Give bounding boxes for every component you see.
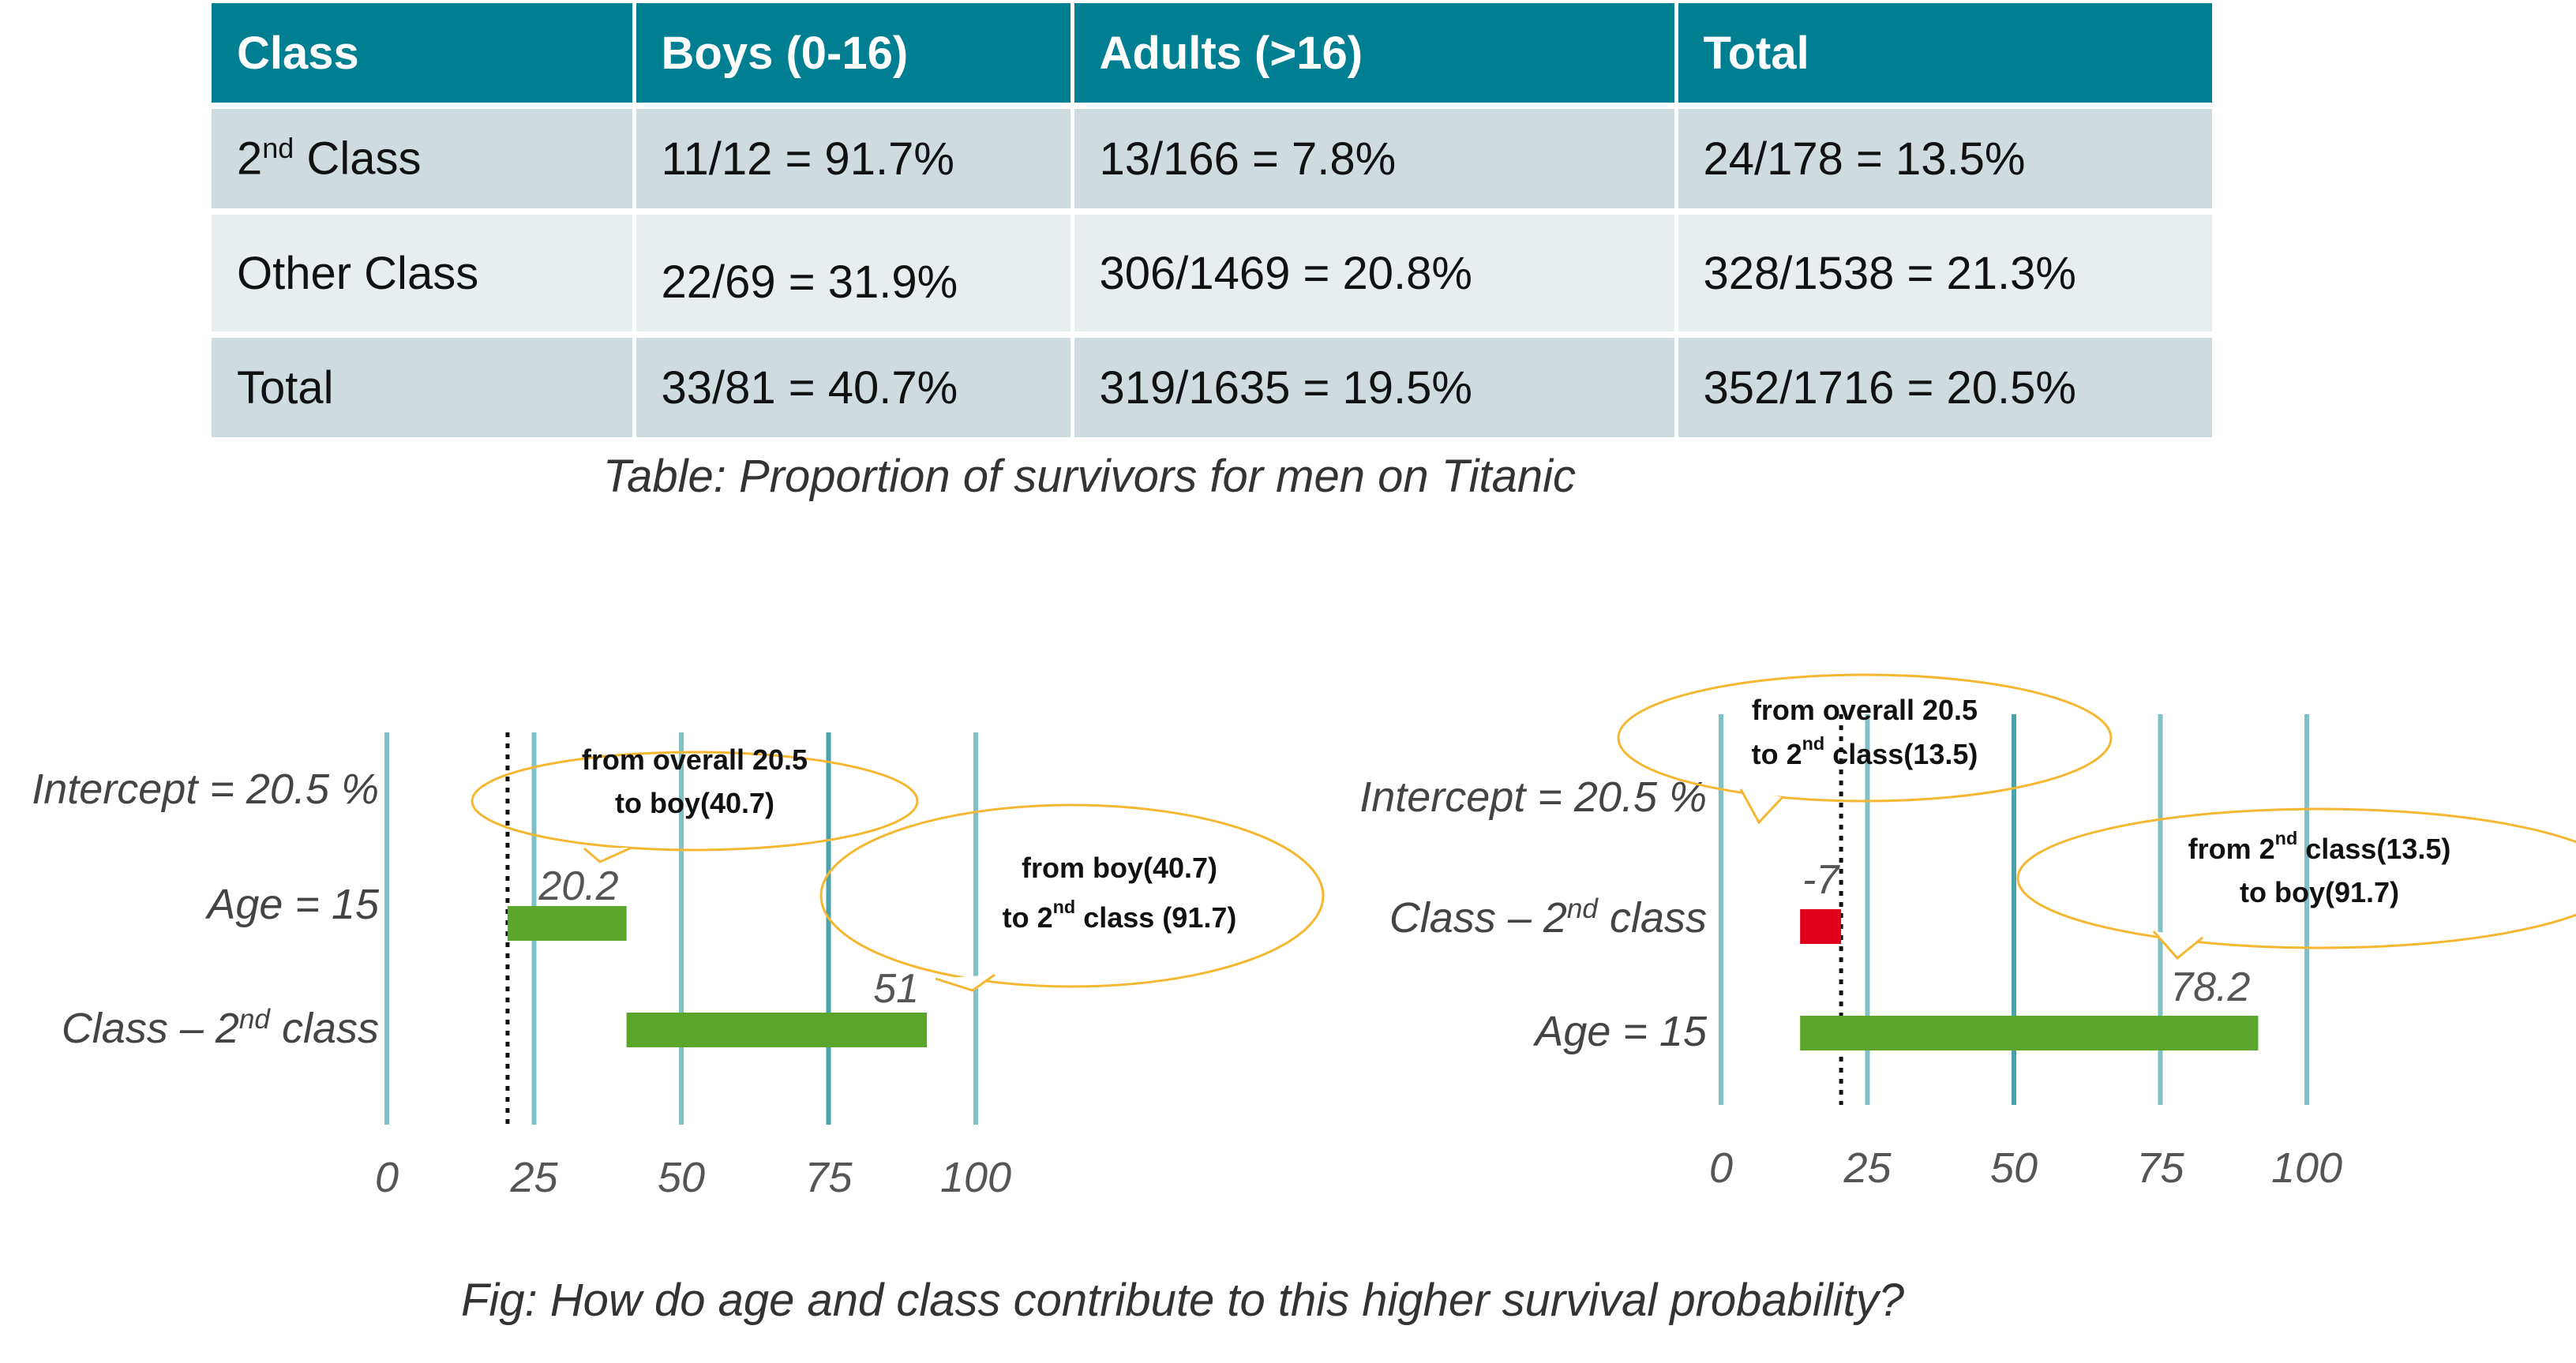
header-boys: Boys (0-16) xyxy=(634,3,1074,109)
cell-boys: 22/69 = 31.9% xyxy=(634,212,1074,338)
cell-adults: 13/166 = 7.8% xyxy=(1072,106,1678,215)
row-label: Intercept = 20.5 % xyxy=(32,766,379,813)
row-label: Class – 2nd class xyxy=(1389,893,1707,942)
x-tick-label: 75 xyxy=(2136,1144,2184,1192)
callout-text: to 2nd class (91.7) xyxy=(1003,897,1237,934)
cell-adults: 306/1469 = 20.8% xyxy=(1072,212,1678,338)
table-row: Total 33/81 = 40.7% 319/1635 = 19.5% 352… xyxy=(212,335,2212,444)
x-tick-label: 25 xyxy=(1843,1144,1892,1192)
x-tick-label: 100 xyxy=(2271,1144,2342,1192)
callout-tail xyxy=(583,846,632,863)
bar-value-label: 51 xyxy=(873,966,919,1012)
table-row: 2nd Class 11/12 = 91.7% 13/166 = 7.8% 24… xyxy=(212,106,2212,215)
cell-total: 328/1538 = 21.3% xyxy=(1676,212,2212,338)
callout-text: from 2nd class(13.5) xyxy=(2188,828,2451,865)
bar-value-label: -7 xyxy=(1802,857,1840,903)
x-tick-label: 0 xyxy=(1709,1144,1733,1192)
bar-value-label: 78.2 xyxy=(2170,964,2250,1010)
callout-text: from boy(40.7) xyxy=(1022,852,1217,884)
contribution-bar xyxy=(1800,1016,2259,1050)
cell-boys: 33/81 = 40.7% xyxy=(634,335,1074,444)
callout-tail xyxy=(1739,788,1784,825)
callout-text: from overall 20.5 xyxy=(582,743,808,776)
figure-caption: Fig: How do age and class contribute to … xyxy=(461,1275,1904,1326)
callout-bubble xyxy=(1617,673,2113,803)
cell-total: 24/178 = 13.5% xyxy=(1676,106,2212,215)
negative-contribution-bar xyxy=(1800,909,1842,944)
cell-boys: 11/12 = 91.7% xyxy=(634,106,1074,215)
header-class: Class xyxy=(212,3,636,109)
x-tick-label: 75 xyxy=(804,1154,853,1201)
x-tick-label: 25 xyxy=(509,1154,558,1201)
row-label: Other Class xyxy=(212,212,636,338)
row-label: Total xyxy=(212,335,636,444)
callout-tail xyxy=(2152,931,2203,960)
callout-text: to boy(40.7) xyxy=(615,787,774,819)
table-caption: Table: Proportion of survivors for men o… xyxy=(603,451,1577,502)
row-label: Intercept = 20.5 % xyxy=(1359,773,1707,821)
callout-text: to boy(91.7) xyxy=(2240,876,2399,908)
x-tick-label: 50 xyxy=(658,1154,705,1201)
x-tick-label: 50 xyxy=(1990,1144,2038,1192)
x-tick-label: 0 xyxy=(375,1154,399,1201)
cell-total: 352/1716 = 20.5% xyxy=(1676,335,2212,444)
cell-adults: 319/1635 = 19.5% xyxy=(1072,335,1678,444)
table-row: Other Class 22/69 = 31.9% 306/1469 = 20.… xyxy=(212,212,2212,338)
header-adults: Adults (>16) xyxy=(1072,3,1678,109)
callout-text: from overall 20.5 xyxy=(1752,694,1978,726)
survival-table: Class Boys (0-16) Adults (>16) Total 2nd… xyxy=(212,3,2212,444)
x-tick-label: 100 xyxy=(940,1154,1011,1201)
row-label: Class – 2nd class xyxy=(62,1004,379,1052)
bar-value-label: 20.2 xyxy=(538,863,618,909)
callout-bubble xyxy=(2016,807,2576,949)
table-header-row: Class Boys (0-16) Adults (>16) Total xyxy=(212,3,2212,109)
header-total: Total xyxy=(1676,3,2212,109)
contribution-bar xyxy=(507,906,627,941)
callout-bubble xyxy=(819,803,1325,988)
callout-bubble xyxy=(471,751,919,852)
callout-text: to 2nd class(13.5) xyxy=(1752,733,1978,770)
contribution-bar xyxy=(626,1013,928,1047)
row-label: 2nd Class xyxy=(212,106,636,215)
callout-tail xyxy=(935,973,996,992)
row-label: Age = 15 xyxy=(204,881,380,928)
row-label: Age = 15 xyxy=(1532,1008,1708,1055)
